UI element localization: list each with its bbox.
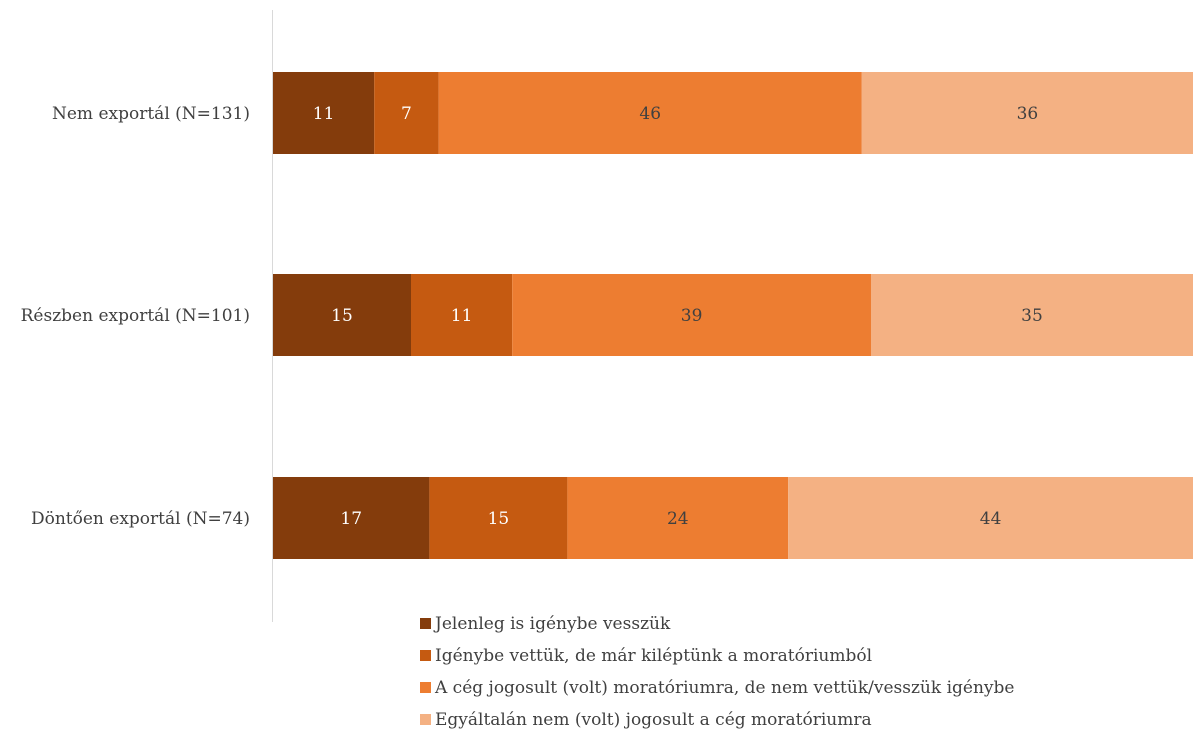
- bar-segment: [273, 72, 375, 154]
- legend-swatch: [420, 618, 431, 629]
- data-label: 17: [340, 509, 362, 529]
- bar-segment: [273, 477, 430, 559]
- bar-segment: [871, 274, 1193, 356]
- legend: Jelenleg is igénybe vesszük Igénybe vettü…: [420, 614, 1014, 730]
- data-label: 46: [639, 104, 661, 124]
- bar-segment: [788, 477, 1193, 559]
- bar-segment: [273, 274, 411, 356]
- legend-label: Igénybe vettük, de már kiléptünk a morat…: [435, 646, 872, 666]
- bar-segment: [429, 477, 568, 559]
- data-label: 36: [1017, 104, 1039, 124]
- bar-segment: [861, 72, 1193, 154]
- bar-segment: [374, 72, 439, 154]
- category-label: Részben exportál (N=101): [21, 306, 250, 326]
- bars-group: 11 7 46 36 15 11 39 35 17 15 24 44: [273, 72, 1193, 559]
- bar-segment: [411, 274, 513, 356]
- data-label: 44: [980, 509, 1002, 529]
- legend-label: Egyáltalán nem (volt) jogosult a cég mor…: [435, 710, 872, 730]
- bar-segment: [512, 274, 871, 356]
- bar-segment: [567, 477, 789, 559]
- legend-swatch: [420, 682, 431, 693]
- data-label: 15: [331, 306, 353, 326]
- data-label: 11: [451, 306, 473, 326]
- category-labels-group: Nem exportál (N=131) Részben exportál (N=…: [21, 104, 250, 529]
- legend-label: A cég jogosult (volt) moratóriumra, de n…: [434, 678, 1014, 698]
- data-label: 11: [313, 104, 335, 124]
- legend-swatch: [420, 714, 431, 725]
- legend-swatch: [420, 650, 431, 661]
- data-label: 35: [1021, 306, 1043, 326]
- data-label: 7: [401, 104, 412, 124]
- category-label: Nem exportál (N=131): [52, 104, 250, 124]
- legend-label: Jelenleg is igénybe vesszük: [433, 614, 671, 634]
- category-label: Döntően exportál (N=74): [31, 509, 250, 529]
- bar-segment: [438, 72, 862, 154]
- data-label: 39: [681, 306, 703, 326]
- data-label: 24: [667, 509, 689, 529]
- data-label: 15: [488, 509, 510, 529]
